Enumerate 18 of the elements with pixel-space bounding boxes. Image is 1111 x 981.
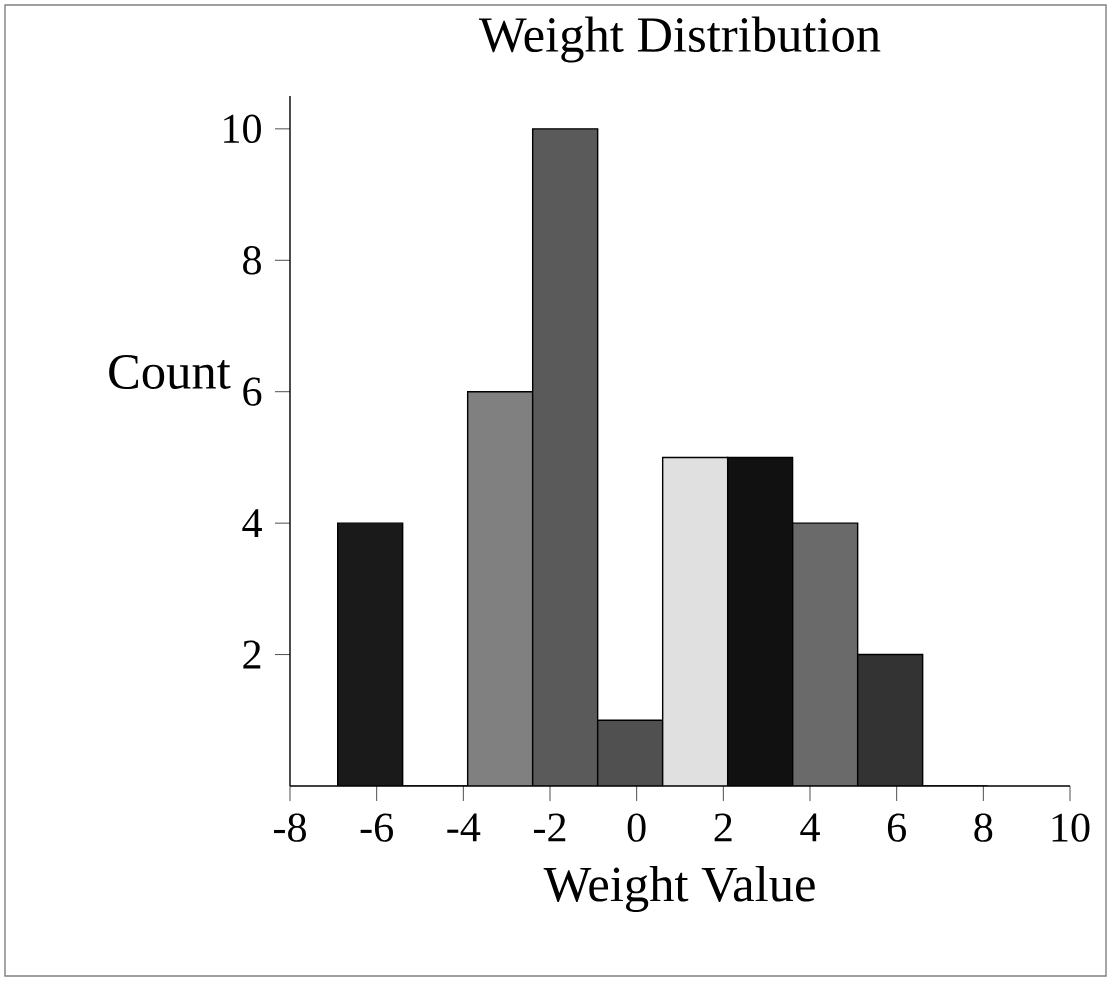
x-tick-label: 2 [714, 813, 732, 842]
chart-title: Weight Distribution [478, 16, 881, 63]
x-tick-label: 8 [974, 813, 993, 842]
y-tick-label: 8 [243, 246, 261, 275]
x-tick-label: 10 [1052, 813, 1090, 842]
y-tick-label: 6 [243, 377, 262, 406]
x-axis-title: Weight Value [543, 866, 815, 913]
x-tick-label: 6 [887, 813, 906, 842]
x-tick-label: -4 [447, 813, 481, 842]
x-tick-label: -2 [533, 813, 566, 842]
x-tick-label: 0 [627, 813, 646, 842]
y-tick-label: 10 [224, 114, 261, 144]
x-tick-label: 4 [800, 813, 820, 842]
y-tick-label: 2 [243, 640, 261, 669]
y-axis-title: Count [109, 354, 231, 389]
y-tick-label: 4 [242, 509, 262, 538]
x-tick-label: -8 [273, 813, 306, 842]
x-tick-label: -6 [360, 813, 393, 842]
